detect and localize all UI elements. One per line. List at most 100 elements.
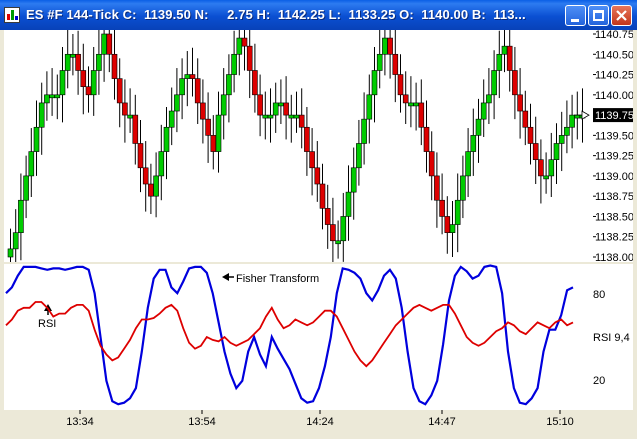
minimize-button[interactable] — [565, 5, 586, 26]
up-candle — [376, 53, 383, 71]
up-candle — [480, 102, 487, 120]
title-bar[interactable]: ES #F 144-Tick C: 1139.50 N: 2.75 H: 114… — [0, 0, 637, 30]
up-candle — [470, 135, 477, 152]
up-candle — [12, 232, 19, 250]
up-candle — [366, 94, 373, 120]
down-candle — [319, 183, 326, 209]
close-button[interactable] — [611, 5, 632, 26]
price-axis-label: 1139.50 — [595, 130, 633, 142]
indicator-panel[interactable]: Fisher Transform RSI — [4, 264, 593, 410]
minimize-icon — [571, 19, 579, 22]
up-candle — [548, 159, 555, 177]
indicator-axis[interactable]: 80 RSI 9,4 20 — [593, 264, 633, 410]
up-candle — [96, 53, 102, 71]
ind-label-rsi: RSI 9,4 — [593, 332, 630, 344]
price-axis-label: 1138.00 — [595, 252, 633, 262]
up-candle — [49, 94, 55, 99]
rsi-label: RSI — [38, 318, 56, 330]
up-candle — [18, 199, 24, 233]
up-candle — [70, 53, 76, 58]
price-bars — [7, 10, 590, 279]
up-candle — [501, 45, 508, 55]
up-candle — [278, 102, 284, 107]
up-candle — [101, 33, 107, 55]
up-candle — [553, 143, 560, 160]
up-candle — [574, 114, 581, 119]
current-price-box — [593, 108, 633, 123]
time-axis-label: 13:34 — [66, 416, 94, 428]
down-candle — [122, 102, 128, 116]
down-candle — [205, 118, 211, 136]
down-candle — [111, 53, 118, 79]
price-axis-label: 1140.75 — [595, 30, 633, 41]
price-axis-label: 1138.75 — [595, 191, 633, 203]
up-candle — [486, 94, 492, 104]
down-candle — [106, 33, 113, 55]
up-candle — [54, 94, 61, 99]
up-candle — [460, 175, 466, 201]
down-candle — [439, 199, 445, 217]
up-candle — [38, 102, 45, 128]
time-axis-labels: 13:34 13:54 14:24 14:47 15:10 — [66, 410, 574, 428]
up-candle — [413, 102, 419, 107]
up-candle — [564, 126, 570, 136]
current-price-label: 1139.75 — [595, 110, 633, 122]
down-candle — [200, 102, 206, 120]
app-chart-icon[interactable] — [4, 7, 20, 23]
rsi-line — [5, 301, 574, 368]
ind-label-80: 80 — [593, 289, 605, 301]
up-candle — [23, 175, 29, 201]
up-candle — [543, 175, 549, 180]
down-candle — [116, 78, 123, 104]
up-candle — [288, 114, 295, 119]
ind-label-20: 20 — [593, 375, 605, 387]
price-axis-label: 1140.25 — [595, 70, 633, 82]
up-candle — [371, 70, 378, 96]
down-candle — [298, 114, 305, 128]
time-axis-label: 13:54 — [188, 416, 216, 428]
down-candle — [506, 45, 513, 71]
up-candle — [454, 199, 461, 225]
down-candle — [189, 74, 196, 79]
up-candle — [226, 74, 232, 96]
maximize-button[interactable] — [588, 5, 609, 26]
up-candle — [215, 114, 222, 152]
price-axis[interactable]: 1140.75 1140.50 1140.25 1140.00 1139.75 1139.… — [593, 29, 634, 264]
price-axis-label: 1139.25 — [595, 151, 633, 163]
up-candle — [340, 216, 347, 242]
up-candle — [382, 37, 388, 55]
down-candle — [85, 86, 92, 96]
down-candle — [80, 70, 87, 88]
price-chart-panel[interactable] — [4, 10, 593, 279]
up-candle — [361, 118, 367, 144]
down-candle — [330, 224, 336, 242]
up-candle — [7, 248, 14, 258]
down-candle — [194, 78, 201, 104]
up-candle — [236, 37, 243, 55]
down-candle — [148, 183, 154, 197]
down-candle — [428, 151, 435, 177]
down-candle — [75, 53, 81, 71]
up-candle — [496, 53, 503, 71]
up-candle — [174, 94, 180, 112]
down-candle — [246, 45, 253, 71]
down-candle — [304, 126, 310, 152]
up-candle — [335, 240, 341, 245]
up-candle — [64, 53, 71, 71]
up-candle — [356, 143, 362, 169]
down-candle — [283, 102, 289, 116]
up-candle — [231, 53, 237, 75]
price-axis-label: 1139.00 — [595, 171, 633, 183]
down-candle — [257, 94, 263, 116]
price-axis-label: 1140.50 — [595, 49, 633, 61]
indicator-lines: Fisher Transform RSI — [5, 264, 574, 406]
down-candle — [397, 74, 404, 96]
price-axis-labels: 1140.75 1140.50 1140.25 1140.00 1139.75 1139.… — [593, 29, 634, 264]
time-axis[interactable]: 13:34 13:54 14:24 14:47 15:10 — [4, 410, 633, 434]
down-candle — [522, 110, 529, 128]
up-candle — [293, 114, 300, 119]
time-axis-label: 15:10 — [546, 416, 574, 428]
down-candle — [423, 126, 430, 152]
up-candle — [262, 114, 269, 119]
up-candle — [220, 94, 227, 116]
